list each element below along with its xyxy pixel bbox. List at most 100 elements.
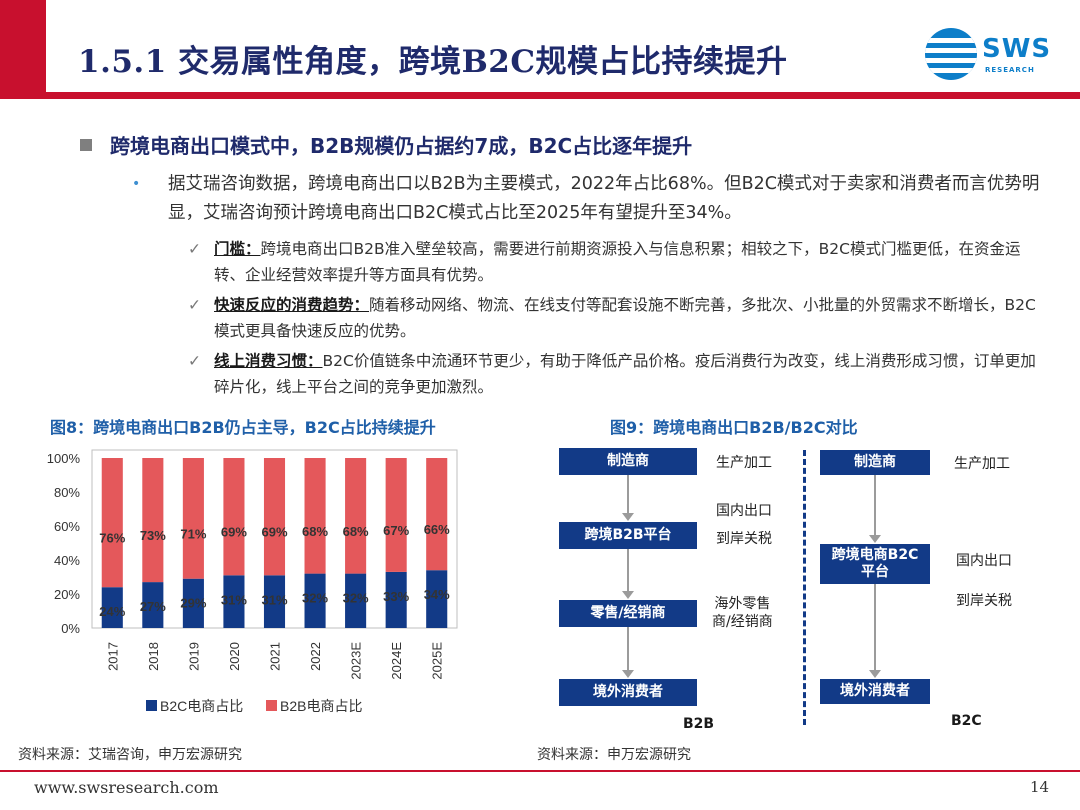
y-tick-label: 80% xyxy=(54,485,80,500)
b2b-label-overseas-retail: 海外零售 商/经销商 xyxy=(712,596,773,630)
x-tick-label: 2018 xyxy=(146,642,161,671)
y-tick-label: 0% xyxy=(61,621,80,636)
point-online-habit: ✓ 线上消费习惯：B2C价值链条中流通环节更少，有助于降低产品价格。疫后消费行为… xyxy=(188,348,1048,400)
title-accent-corner xyxy=(0,84,46,99)
data-label-b2c: 33% xyxy=(383,589,409,604)
data-label-b2b: 68% xyxy=(343,524,369,539)
b2c-label-export: 国内出口 xyxy=(956,553,1012,569)
x-tick-label: 2017 xyxy=(105,642,120,671)
bar-b2c xyxy=(101,587,123,628)
b2c-platform-box: 跨境电商B2C 平台 xyxy=(820,544,930,584)
bar-b2b xyxy=(182,458,204,579)
bar-b2b xyxy=(426,458,448,571)
b2c-arrow-down-icon xyxy=(869,475,881,543)
b2b-platform-box: 跨境B2B平台 xyxy=(559,522,697,549)
stacked-bar-chart: 0% 20% 40% 60% 80% 100% 24% 76% 2017 27% 73% 2018 29… xyxy=(47,449,458,714)
y-tick-label: 60% xyxy=(54,519,80,534)
figure8-title: 图8：跨境电商出口B2B仍占主导，B2C占比持续提升 xyxy=(50,418,436,437)
b2c-consumer-box: 境外消费者 xyxy=(820,679,930,704)
figure9-title: 图9：跨境电商出口B2B/B2C对比 xyxy=(610,418,858,437)
bar-b2b xyxy=(263,458,286,576)
data-label-b2c: 29% xyxy=(180,596,206,611)
title-rule xyxy=(46,92,1080,99)
data-label-b2b: 68% xyxy=(302,524,328,539)
b2b-tag: B2B xyxy=(683,716,715,732)
bar-b2b xyxy=(385,458,407,572)
legend-label-b2b: B2B电商占比 xyxy=(280,698,362,714)
section-headline: 跨境电商出口模式中，B2B规模仍占据约7成，B2C占比逐年提升 xyxy=(80,130,692,159)
b2b-manufacturer-box: 制造商 xyxy=(559,448,697,475)
x-tick-label: 2020 xyxy=(227,642,242,671)
bar-b2b xyxy=(304,458,326,574)
bar-b2c xyxy=(304,573,326,628)
x-tick-label: 2021 xyxy=(268,642,283,671)
x-tick-label: 2024E xyxy=(389,642,404,680)
headline-text: 跨境电商出口模式中，B2B规模仍占据约7成，B2C占比逐年提升 xyxy=(110,134,693,158)
b2b-arrow-down-icon xyxy=(622,549,634,599)
x-tick-label: 2022 xyxy=(308,642,323,671)
point-lead: 门槛： xyxy=(214,240,261,258)
data-label-b2c: 31% xyxy=(261,592,287,607)
b2b-arrow-down-icon xyxy=(622,475,634,521)
x-tick-label: 2025E xyxy=(430,642,445,680)
logo-subtext: RESEARCH xyxy=(985,66,1035,74)
legend-swatch-b2b xyxy=(266,700,277,711)
square-bullet-icon xyxy=(80,139,92,151)
b2b-label-export: 国内出口 xyxy=(716,503,772,519)
check-icon: ✓ xyxy=(188,296,201,314)
data-label-b2b: 71% xyxy=(180,526,206,541)
bar-b2c xyxy=(426,570,448,628)
bar-b2c xyxy=(223,575,245,628)
b2b-consumer-box: 境外消费者 xyxy=(559,679,697,706)
data-label-b2c: 34% xyxy=(424,587,450,602)
summary-text: 据艾瑞咨询数据，跨境电商出口以B2B为主要模式，2022年占比68%。但B2C模… xyxy=(168,174,1040,223)
legend-label-b2c: B2C电商占比 xyxy=(160,698,243,714)
point-fast-response: ✓ 快速反应的消费趋势：随着移动网络、物流、在线支付等配套设施不断完善，多批次、… xyxy=(188,292,1048,344)
flow-divider xyxy=(803,450,806,725)
b2b-arrow-down-icon xyxy=(622,627,634,678)
y-tick-label: 20% xyxy=(54,587,80,602)
b2b-label-production: 生产加工 xyxy=(716,455,772,471)
point-text: 随着移动网络、物流、在线支付等配套设施不断完善，多批次、小批量的外贸需求不断增长… xyxy=(214,296,1036,340)
point-text: 跨境电商出口B2B准入壁垒较高，需要进行前期资源投入与信息积累；相较之下，B2C… xyxy=(214,240,1021,284)
data-label-b2b: 69% xyxy=(221,525,247,540)
y-tick-label: 100% xyxy=(47,451,81,466)
data-label-b2c: 32% xyxy=(302,591,328,606)
b2c-tag: B2C xyxy=(951,713,982,729)
page-number: 14 xyxy=(1030,778,1050,796)
logo-text: SWS xyxy=(982,34,1052,64)
data-label-b2b: 66% xyxy=(424,522,450,537)
page-title: 1.5.1 交易属性角度，跨境B2C规模占比持续提升 xyxy=(78,44,788,80)
x-tick-label: 2019 xyxy=(186,642,201,671)
bar-b2b xyxy=(101,458,123,588)
point-lead: 线上消费习惯： xyxy=(214,352,323,370)
data-label-b2c: 27% xyxy=(140,599,166,614)
title-bar xyxy=(0,0,1080,99)
footer-url: www.swsresearch.com xyxy=(34,778,219,797)
figure8-source: 资料来源：艾瑞咨询，申万宏源研究 xyxy=(18,747,242,763)
figure9-source: 资料来源：申万宏源研究 xyxy=(537,747,691,763)
b2b-label-tariff: 到岸关税 xyxy=(716,531,772,547)
data-label-b2c: 32% xyxy=(343,591,369,606)
bar-b2c xyxy=(345,573,367,628)
data-label-b2c: 31% xyxy=(221,592,247,607)
bar-b2b xyxy=(142,458,164,583)
data-label-b2b: 69% xyxy=(261,525,287,540)
summary-paragraph: • 据艾瑞咨询数据，跨境电商出口以B2B为主要模式，2022年占比68%。但B2… xyxy=(132,170,1047,228)
point-lead: 快速反应的消费趋势： xyxy=(214,296,370,314)
data-label-b2c: 24% xyxy=(99,604,125,619)
y-tick-label: 40% xyxy=(54,553,80,568)
check-icon: ✓ xyxy=(188,352,201,370)
b2c-label-production: 生产加工 xyxy=(954,456,1010,472)
bar-b2c xyxy=(142,582,164,628)
b2b-retailer-box: 零售/经销商 xyxy=(559,600,697,627)
sws-logo: SWS RESEARCH xyxy=(925,28,1060,80)
legend-swatch-b2c xyxy=(146,700,157,711)
x-tick-label: 2023E xyxy=(349,642,364,680)
data-label-b2b: 73% xyxy=(140,528,166,543)
b2c-manufacturer-box: 制造商 xyxy=(820,450,930,475)
data-label-b2b: 76% xyxy=(99,531,125,546)
footer-rule xyxy=(0,770,1080,772)
bar-b2c xyxy=(182,578,204,628)
check-icon: ✓ xyxy=(188,240,201,258)
